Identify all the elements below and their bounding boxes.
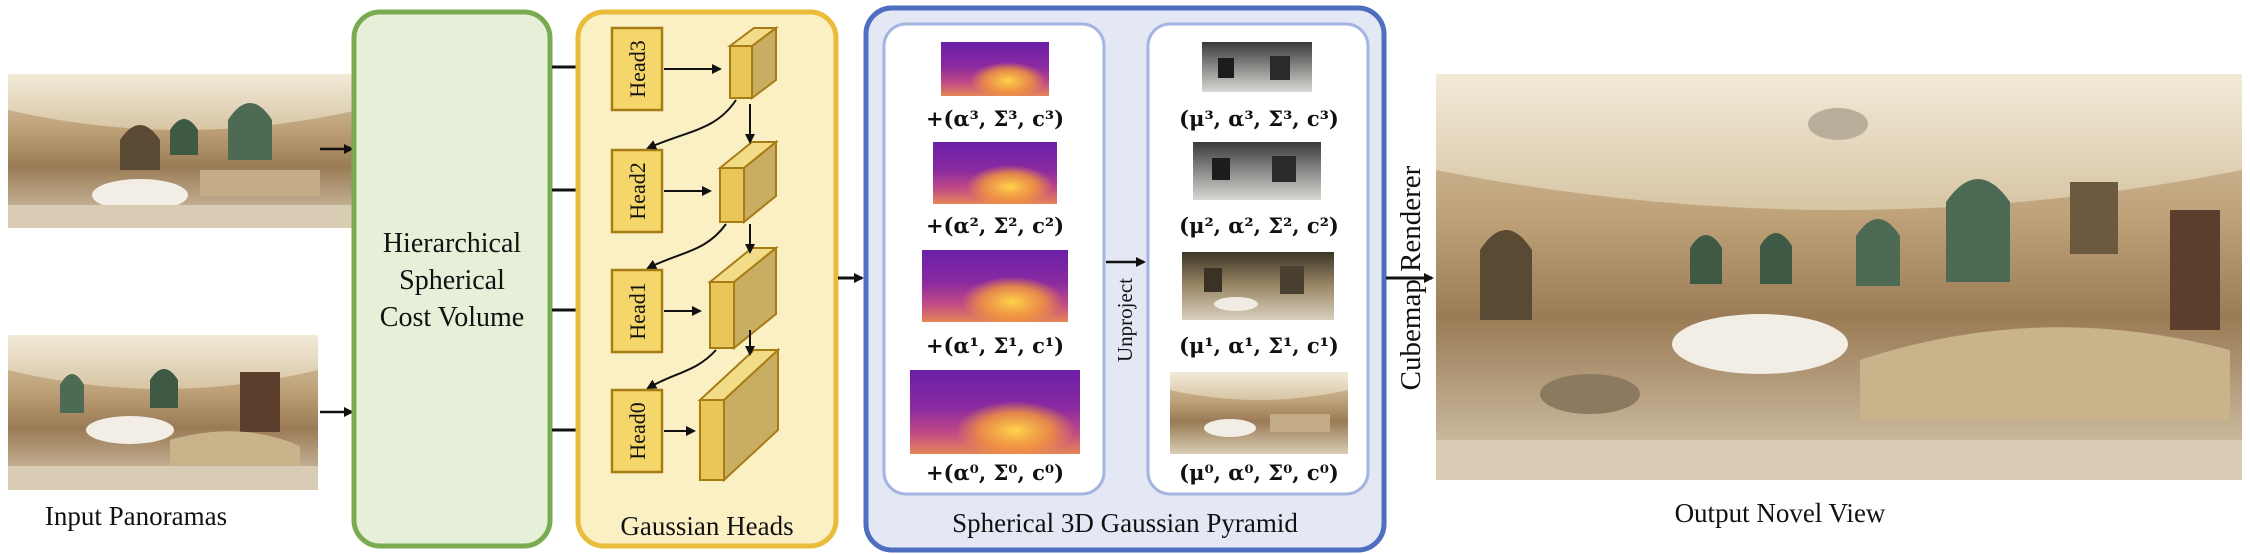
pyramid-right-label-2: (μ², α², Σ², c²) bbox=[1179, 213, 1339, 238]
gaussian-heads-label: Gaussian Heads bbox=[620, 511, 793, 541]
depth-map-1 bbox=[922, 250, 1068, 322]
cost-volume-box bbox=[351, 9, 553, 549]
arrow-slab2-head1 bbox=[646, 223, 727, 269]
color-panorama-0 bbox=[1170, 372, 1348, 454]
pyramid-right-label-3: (μ³, α³, Σ³, c³) bbox=[1179, 106, 1339, 131]
pyramid-left-label-2: +(α², Σ², c²) bbox=[926, 213, 1064, 238]
feature-slab-2 bbox=[717, 139, 779, 225]
input-panoramas-label: Input Panoramas bbox=[45, 501, 227, 531]
feature-slab-0 bbox=[697, 347, 781, 483]
pyramid-label: Spherical 3D Gaussian Pyramid bbox=[952, 508, 1298, 538]
input-panorama-bottom bbox=[8, 335, 318, 490]
pyramid-left-label-1: +(α¹, Σ¹, c¹) bbox=[926, 333, 1064, 358]
cost-volume-line1: Hierarchical bbox=[383, 228, 522, 259]
svg-text:Head1: Head1 bbox=[625, 282, 650, 339]
color-panorama-1 bbox=[1182, 252, 1334, 320]
head1-box: Head1 bbox=[610, 268, 664, 354]
svg-text:Head3: Head3 bbox=[625, 40, 650, 97]
head3-box: Head3 bbox=[610, 26, 664, 112]
cost-volume-line2: Spherical bbox=[399, 265, 505, 296]
input-panorama-top bbox=[8, 74, 358, 228]
color-panorama-3 bbox=[1202, 42, 1312, 92]
color-panorama-2 bbox=[1193, 142, 1321, 200]
unproject-label: Unproject bbox=[1113, 278, 1137, 362]
head0-box: Head0 bbox=[610, 388, 664, 474]
svg-text:Head2: Head2 bbox=[625, 162, 650, 219]
pyramid-right-label-1: (μ¹, α¹, Σ¹, c¹) bbox=[1179, 333, 1339, 358]
output-novel-view-label: Output Novel View bbox=[1675, 498, 1886, 528]
depth-map-2 bbox=[933, 142, 1057, 204]
pyramid-right-label-0: (μ⁰, α⁰, Σ⁰, c⁰) bbox=[1179, 460, 1339, 485]
depth-map-0 bbox=[910, 370, 1080, 454]
output-novel-view-image bbox=[1436, 74, 2242, 480]
arrow-slab3-head2 bbox=[646, 99, 737, 150]
feature-slab-3 bbox=[727, 26, 779, 100]
cubemap-renderer-label: Cubemap Renderer bbox=[1395, 165, 1427, 390]
depth-map-3 bbox=[941, 42, 1049, 96]
pyramid-left-label-0: +(α⁰, Σ⁰, c⁰) bbox=[926, 460, 1064, 485]
svg-text:Head0: Head0 bbox=[625, 402, 650, 459]
feature-slab-1 bbox=[707, 245, 779, 351]
pyramid-left-label-3: +(α³, Σ³, c³) bbox=[926, 106, 1064, 131]
head2-box: Head2 bbox=[610, 148, 664, 234]
cost-volume-line3: Cost Volume bbox=[380, 302, 524, 333]
arrow-slab1-head0 bbox=[646, 349, 717, 389]
